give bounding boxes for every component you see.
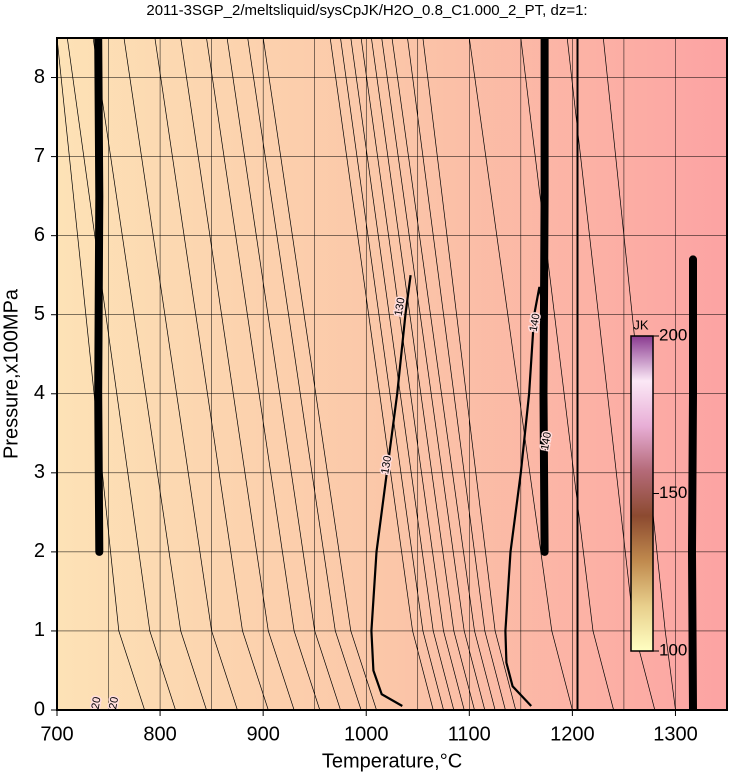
contour-label: 140 bbox=[539, 431, 554, 451]
contour-line bbox=[340, 38, 444, 710]
y-tick-label: 1 bbox=[34, 619, 45, 641]
contour-label: 130 bbox=[379, 455, 394, 475]
contour-line bbox=[123, 38, 238, 710]
contour-line bbox=[602, 38, 676, 710]
contour-line bbox=[329, 38, 434, 710]
contour-line bbox=[360, 38, 465, 710]
contour-line bbox=[350, 38, 455, 710]
y-tick-label: 3 bbox=[34, 461, 45, 483]
y-tick-label: 7 bbox=[34, 145, 45, 167]
x-tick-label: 800 bbox=[143, 723, 176, 745]
contour-line bbox=[468, 38, 573, 710]
x-tick-label: 900 bbox=[246, 723, 279, 745]
plot-area: 130 130 140 140 120 120 bbox=[57, 38, 727, 716]
x-tick-label: 1300 bbox=[653, 723, 698, 745]
plot-background bbox=[57, 38, 727, 710]
contour-line bbox=[422, 38, 517, 710]
contour-line bbox=[381, 38, 486, 710]
x-tick-label: 1000 bbox=[344, 723, 389, 745]
contour-line bbox=[391, 38, 496, 710]
colorbar bbox=[630, 335, 654, 652]
dense-contour-band bbox=[687, 255, 697, 710]
dense-contour-band bbox=[94, 38, 104, 556]
contour-line bbox=[154, 38, 269, 710]
y-tick-label: 6 bbox=[34, 224, 45, 246]
colorbar-label: JK bbox=[633, 317, 649, 332]
colorbar-tick-label: 100 bbox=[659, 640, 687, 659]
colorbar-tick-label: 200 bbox=[659, 325, 687, 344]
contour-line bbox=[247, 38, 362, 710]
contour-line bbox=[66, 38, 176, 710]
y-tick-label: 2 bbox=[34, 540, 45, 562]
contour-line bbox=[180, 38, 295, 710]
y-tick-label: 4 bbox=[34, 382, 45, 404]
contour-line bbox=[504, 286, 546, 707]
colorbar-tick-label: 150 bbox=[659, 483, 687, 502]
contour-line bbox=[262, 38, 377, 710]
contour-label: 120 bbox=[89, 696, 104, 716]
contour-line bbox=[206, 38, 321, 710]
contour-line bbox=[226, 38, 341, 710]
contour-label: 130 bbox=[393, 297, 408, 317]
contour-line bbox=[371, 38, 475, 710]
x-tick-label: 1100 bbox=[448, 723, 491, 745]
contour-label: 120 bbox=[106, 696, 121, 716]
contour-line bbox=[407, 38, 506, 710]
contour-line bbox=[92, 38, 207, 710]
dense-contour-band bbox=[539, 38, 549, 556]
x-tick-label: 1200 bbox=[550, 723, 595, 745]
y-tick-label: 8 bbox=[34, 66, 45, 88]
chart-title: 2011-3SGP_2/meltsliquid/sysCpJK/H2O_0.8_… bbox=[146, 2, 587, 19]
contour-line bbox=[370, 275, 412, 707]
x-axis-label: Temperature,°C bbox=[322, 750, 462, 772]
contour-label: 140 bbox=[528, 313, 543, 333]
plot-frame bbox=[56, 37, 728, 711]
y-axis-label: Pressure,x100MPa bbox=[0, 288, 22, 459]
x-tick-label: 700 bbox=[40, 723, 73, 745]
y-tick-label: 5 bbox=[34, 303, 45, 325]
y-tick-label: 0 bbox=[34, 698, 45, 720]
contour-line bbox=[57, 38, 145, 710]
